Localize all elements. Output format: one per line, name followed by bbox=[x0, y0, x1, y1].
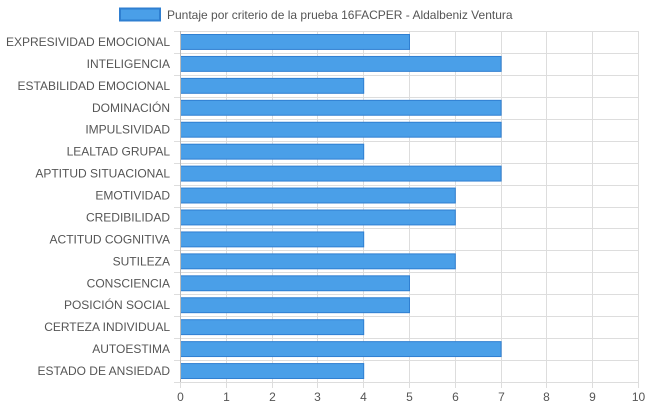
category-label: CERTEZA INDIVIDUAL bbox=[44, 320, 170, 334]
bar[interactable] bbox=[180, 231, 365, 248]
bar[interactable] bbox=[180, 121, 502, 138]
category-label: ACTITUD COGNITIVA bbox=[50, 232, 170, 246]
bar[interactable] bbox=[180, 77, 365, 94]
bar[interactable] bbox=[180, 275, 410, 292]
bar[interactable] bbox=[180, 165, 502, 182]
x-tick-label: 5 bbox=[406, 390, 413, 404]
category-label: ESTADO DE ANSIEDAD bbox=[38, 364, 171, 378]
legend-swatch[interactable] bbox=[119, 7, 161, 22]
category-label: CREDIBILIDAD bbox=[86, 210, 170, 224]
x-tick-label: 6 bbox=[452, 390, 459, 404]
category-label: DOMINACIÓN bbox=[92, 100, 170, 115]
category-label: EMOTIVIDAD bbox=[95, 189, 170, 203]
legend-label[interactable]: Puntaje por criterio de la prueba 16FACP… bbox=[167, 8, 513, 22]
x-tick-label: 0 bbox=[177, 390, 184, 404]
category-label: POSICIÓN SOCIAL bbox=[64, 297, 170, 312]
category-label: EXPRESIVIDAD EMOCIONAL bbox=[6, 35, 170, 49]
legend[interactable]: Puntaje por criterio de la prueba 16FACP… bbox=[119, 7, 513, 22]
bar[interactable] bbox=[180, 319, 365, 336]
category-label: IMPULSIVIDAD bbox=[85, 123, 170, 137]
category-label: CONSCIENCIA bbox=[87, 276, 170, 290]
category-label: INTELIGENCIA bbox=[87, 57, 170, 71]
x-tick-label: 2 bbox=[269, 390, 276, 404]
x-tick-label: 7 bbox=[498, 390, 505, 404]
bar[interactable] bbox=[180, 297, 410, 314]
category-label: SUTILEZA bbox=[113, 254, 170, 268]
bar[interactable] bbox=[180, 253, 456, 270]
category-label: APTITUD SITUACIONAL bbox=[35, 167, 170, 181]
bar[interactable] bbox=[180, 363, 365, 379]
x-tick-label: 9 bbox=[589, 390, 596, 404]
x-tick-label: 10 bbox=[632, 390, 646, 404]
category-label: AUTOESTIMA bbox=[92, 342, 170, 356]
bar[interactable] bbox=[180, 341, 502, 358]
x-tick-label: 8 bbox=[543, 390, 550, 404]
category-label: LEALTAD GRUPAL bbox=[67, 145, 171, 159]
category-label: ESTABILIDAD EMOCIONAL bbox=[18, 79, 171, 93]
bar[interactable] bbox=[180, 99, 502, 116]
bar[interactable] bbox=[180, 187, 456, 204]
bar[interactable] bbox=[180, 34, 410, 50]
x-tick-label: 4 bbox=[360, 390, 367, 404]
bar[interactable] bbox=[180, 143, 365, 160]
bar[interactable] bbox=[180, 55, 502, 72]
x-tick-label: 3 bbox=[314, 390, 321, 404]
x-tick-label: 1 bbox=[223, 390, 230, 404]
bar[interactable] bbox=[180, 209, 456, 226]
